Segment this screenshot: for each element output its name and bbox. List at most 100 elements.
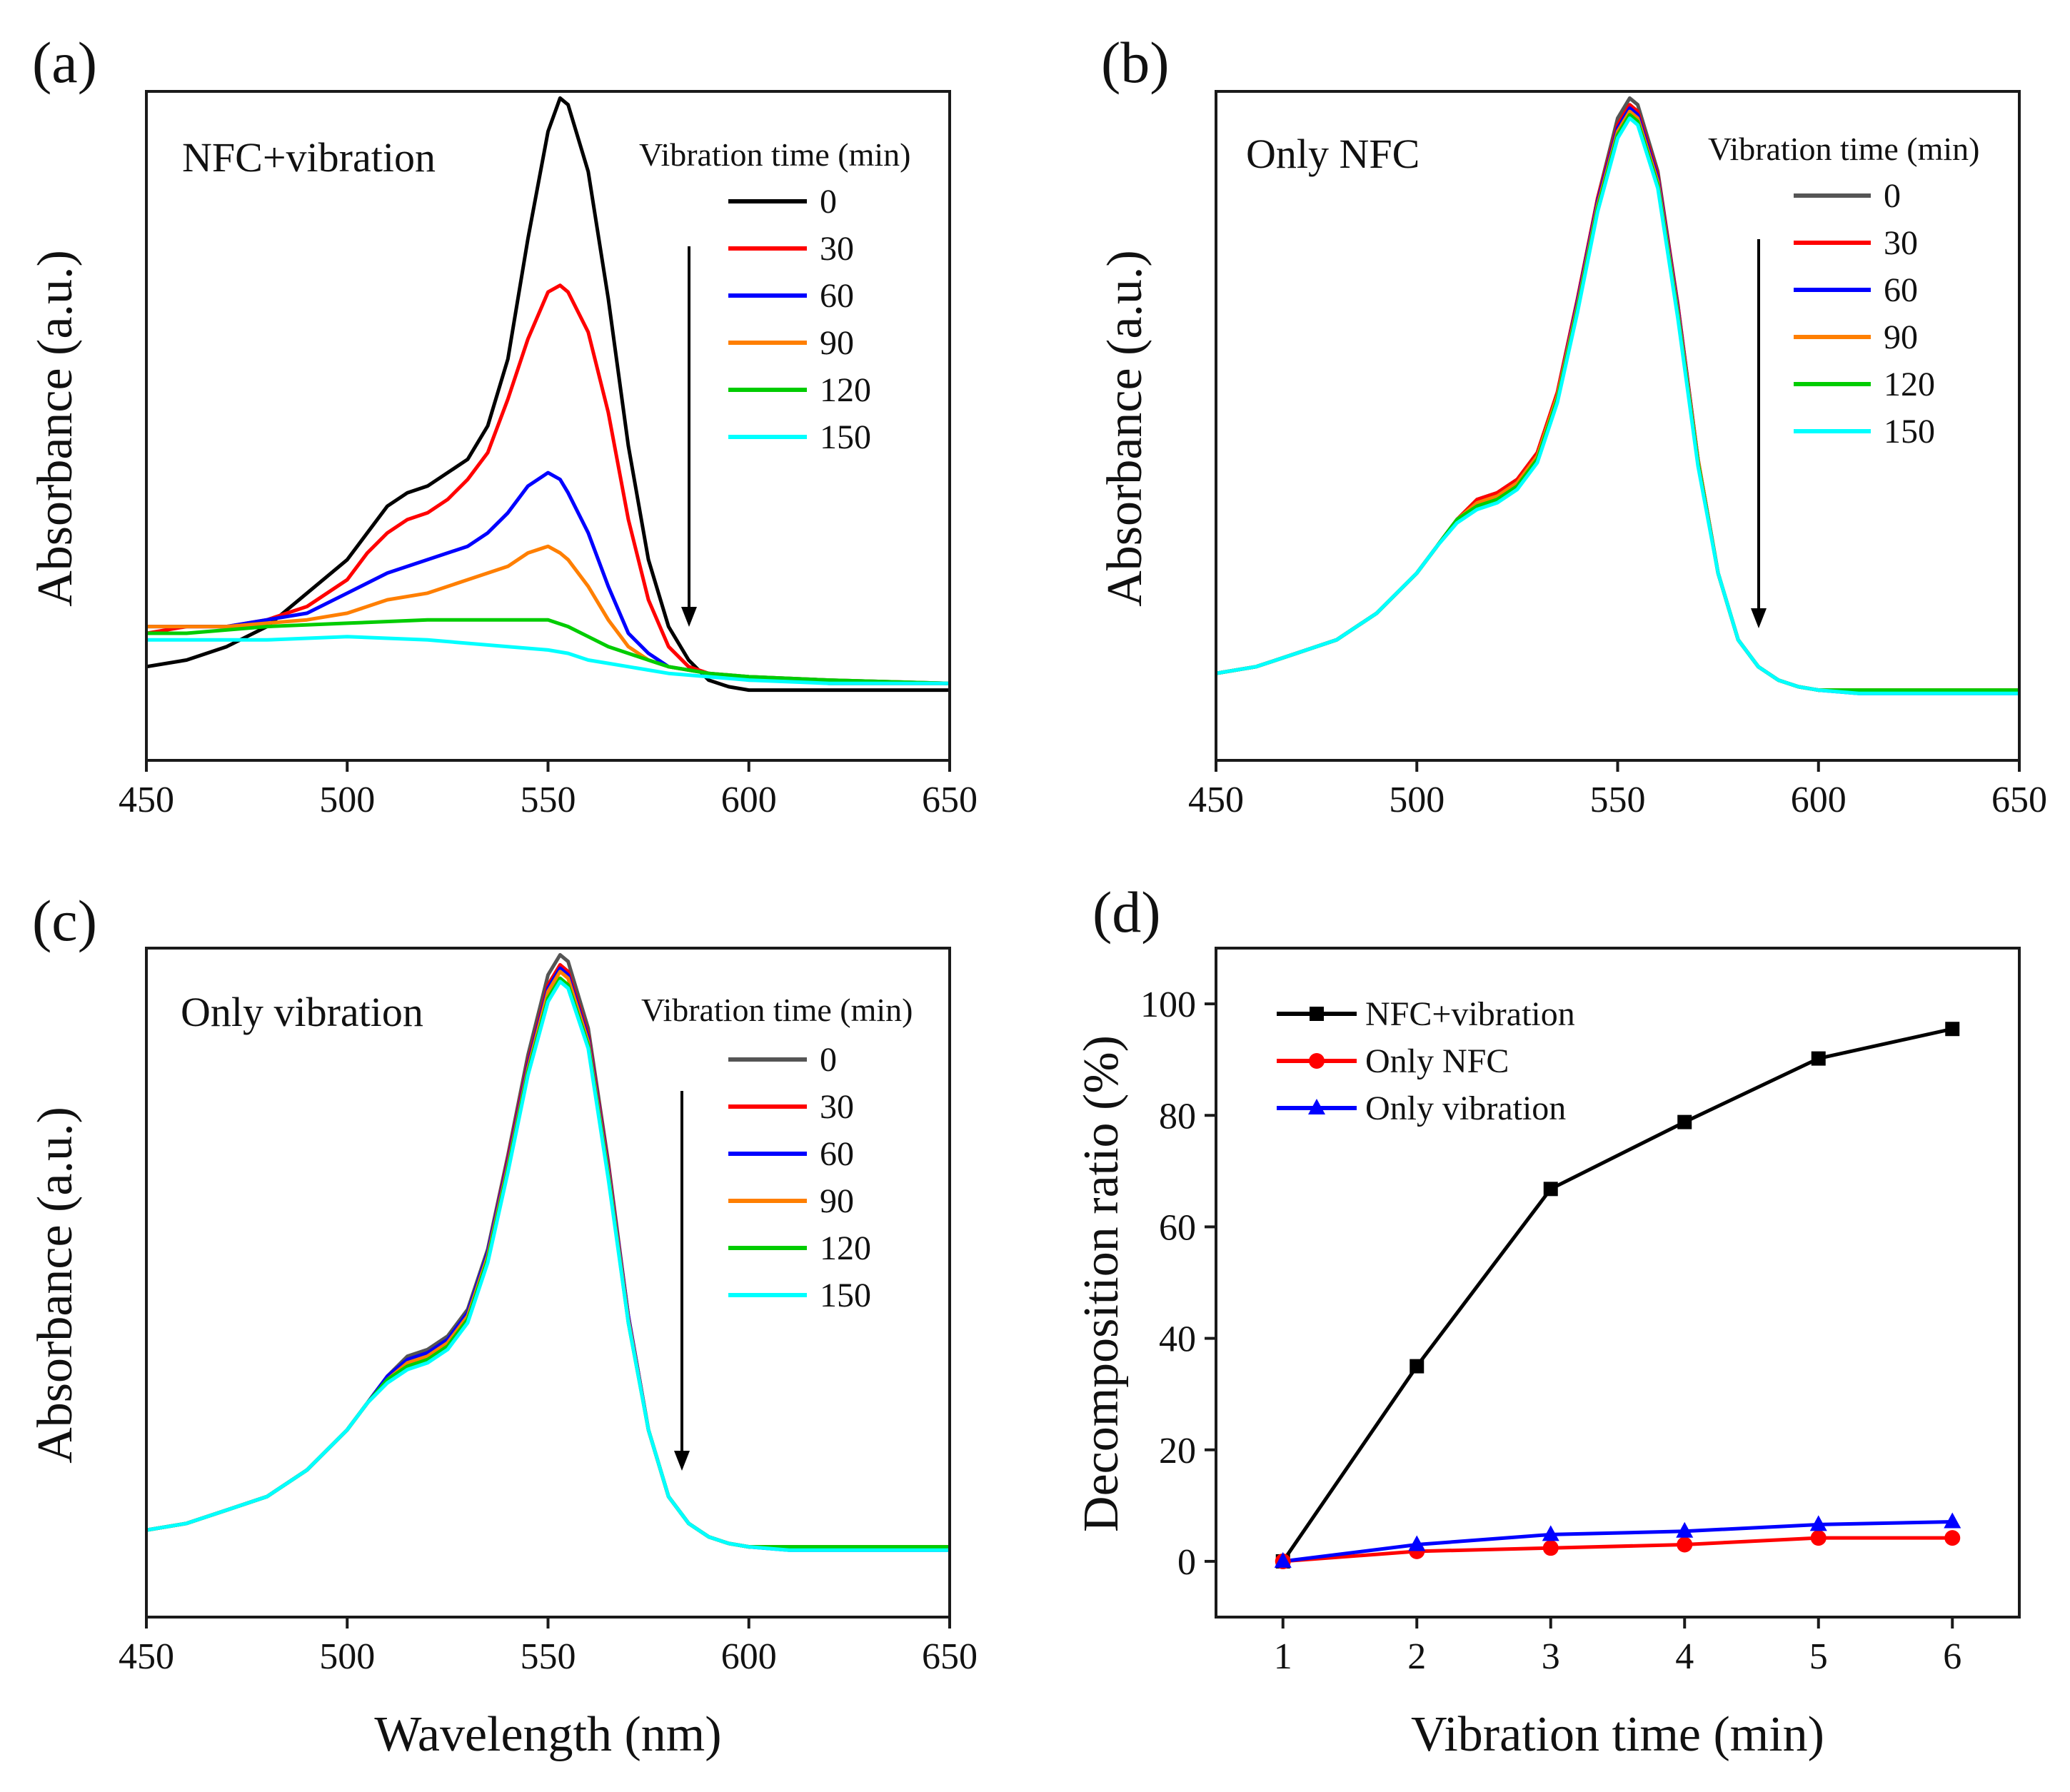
series-line-150	[146, 980, 950, 1552]
legend-item: 60	[1794, 271, 1918, 309]
legend-label: 120	[820, 371, 871, 409]
legend: Vibration time (min) 0 30 60 90 120 150	[641, 992, 913, 1314]
chart-title: NFC+vibration	[182, 134, 436, 181]
y-tick-label: 20	[1159, 1431, 1196, 1471]
series-line-150	[146, 635, 950, 685]
legend-label: 60	[820, 1135, 854, 1173]
legend-label: 30	[1884, 224, 1918, 262]
chart-title: Only NFC	[1246, 131, 1420, 177]
data-point-only-vibration	[1676, 1521, 1694, 1538]
x-tick-label: 4	[1675, 1636, 1694, 1677]
data-point-only-vibration	[1408, 1535, 1426, 1551]
legend-title: Vibration time (min)	[1708, 131, 1980, 167]
data-point-only-vibration	[1274, 1551, 1292, 1568]
y-tick-label: 60	[1159, 1207, 1196, 1248]
legend-label: 90	[820, 1182, 854, 1220]
data-point-only-nfc	[1677, 1536, 1693, 1553]
data-point-nfc-vibration	[1543, 1182, 1558, 1197]
x-tick-label: 500	[319, 1636, 375, 1677]
x-tick-label: 6	[1943, 1636, 1961, 1677]
panel-label: (b)	[1101, 30, 1170, 95]
x-tick-label: 500	[1389, 780, 1445, 820]
legend-label: 120	[1884, 366, 1935, 403]
series-line-120	[146, 618, 950, 685]
legend: NFC+vibration Only NFC Only vibration	[1277, 995, 1575, 1127]
legend-label: 150	[820, 1277, 871, 1314]
legend-label: 30	[820, 230, 854, 268]
legend-title: Vibration time (min)	[639, 136, 911, 173]
legend-marker	[1309, 1053, 1325, 1069]
trend-arrow-head	[674, 1451, 690, 1471]
x-axis-label: Vibration time (min)	[1411, 1707, 1824, 1762]
legend-item: 0	[1794, 177, 1901, 215]
legend: Vibration time (min) 0 30 60 90 120 150	[1708, 131, 1980, 450]
data-point-only-vibration	[1944, 1512, 1961, 1529]
x-tick-label: 550	[1590, 780, 1646, 820]
y-tick-label: 40	[1159, 1319, 1196, 1360]
legend-label: 150	[820, 418, 871, 456]
panel-label: (c)	[32, 888, 97, 953]
legend-item: 120	[1794, 366, 1935, 403]
x-tick-label: 650	[1991, 780, 2047, 820]
legend-item: 90	[728, 1182, 854, 1220]
x-tick-label: 600	[721, 1636, 777, 1677]
legend-item: 30	[1794, 224, 1918, 262]
series-line-0	[146, 96, 950, 693]
y-axis-label: Decomposition ratio (%)	[1074, 1035, 1129, 1532]
x-tick-label: 550	[521, 780, 576, 820]
data-point-only-nfc	[1944, 1530, 1961, 1546]
data-point-nfc-vibration	[1811, 1051, 1826, 1066]
x-tick-label: 450	[119, 780, 174, 820]
legend-item: 30	[728, 230, 854, 268]
series-group	[146, 952, 950, 1552]
legend-label: 90	[1884, 318, 1918, 356]
data-point-nfc-vibration	[1677, 1114, 1692, 1129]
trend-arrow-head	[1751, 608, 1767, 628]
legend-label: 30	[820, 1088, 854, 1126]
legend-marker	[1308, 1099, 1325, 1114]
series-group	[1281, 1027, 1954, 1564]
y-tick-label: 0	[1177, 1542, 1196, 1583]
legend-label: 60	[1884, 271, 1918, 309]
panel-label: (d)	[1092, 880, 1161, 945]
legend-item: 90	[728, 324, 854, 362]
legend-label: Only vibration	[1365, 1089, 1566, 1127]
legend-item: 90	[1794, 318, 1918, 356]
legend-item: NFC+vibration	[1277, 995, 1575, 1033]
legend-label: 60	[820, 277, 854, 315]
plot-frame	[1215, 947, 2021, 1619]
legend-item: 60	[728, 277, 854, 315]
legend: Vibration time (min) 0 30 60 90 120 150	[639, 136, 911, 456]
x-tick-label: 650	[922, 1636, 978, 1677]
data-point-nfc-vibration	[1945, 1022, 1960, 1037]
legend-item: Only vibration	[1277, 1089, 1566, 1127]
x-axis-label: Wavelength (nm)	[374, 1707, 721, 1762]
legend-item: 150	[728, 418, 871, 456]
legend-label: 90	[820, 324, 854, 362]
x-tick-label: 450	[119, 1636, 174, 1677]
x-tick-label: 650	[922, 780, 978, 820]
x-tick-label: 450	[1188, 780, 1244, 820]
legend-marker	[1310, 1007, 1324, 1021]
x-tick-label: 550	[521, 1636, 576, 1677]
legend-item: 150	[1794, 413, 1935, 450]
legend-item: 0	[728, 1041, 837, 1079]
x-tick-label: 600	[1791, 780, 1847, 820]
legend-title: Vibration time (min)	[641, 992, 913, 1028]
x-tick-label: 500	[319, 780, 375, 820]
legend-label: 0	[820, 183, 837, 221]
series-group	[146, 96, 950, 693]
legend-label: 150	[1884, 413, 1935, 450]
series-line-60	[146, 470, 950, 685]
y-axis-label: Absorbance (a.u.)	[28, 1107, 83, 1464]
legend-item: 150	[728, 1277, 871, 1314]
x-tick-label: 3	[1542, 1636, 1560, 1677]
panel-label: (a)	[32, 30, 97, 95]
y-tick-label: 80	[1159, 1096, 1196, 1137]
legend-item: 120	[728, 371, 871, 409]
